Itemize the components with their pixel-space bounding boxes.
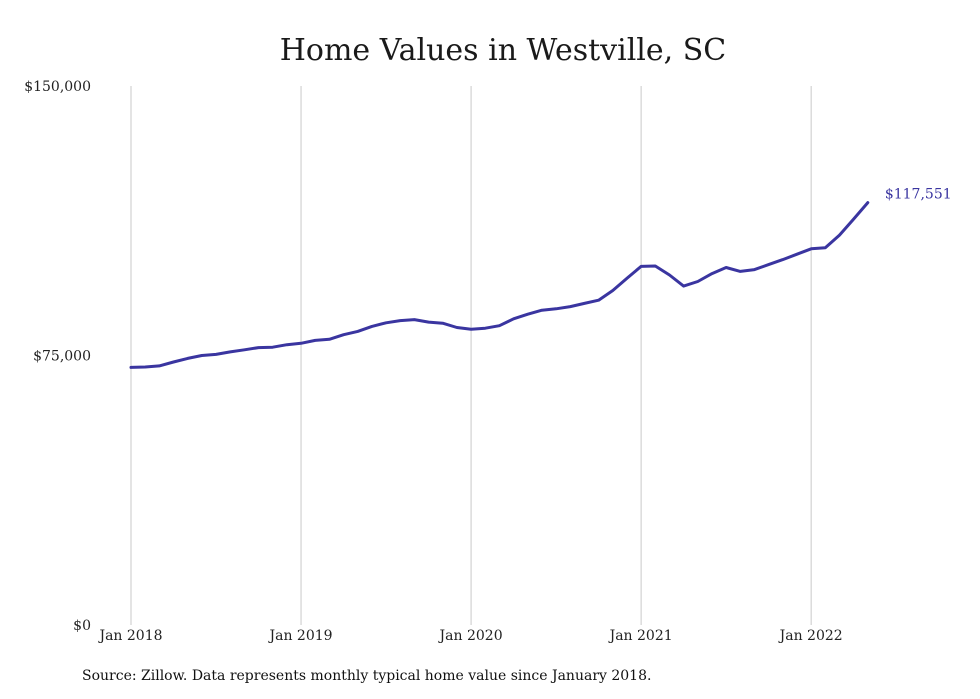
- chart-title: Home Values in Westville, SC: [280, 33, 726, 68]
- y-tick-label: $0: [73, 618, 91, 634]
- y-axis-ticks: $0 $75,000 $150,000: [24, 79, 91, 634]
- end-value-label: $117,551: [885, 187, 952, 203]
- x-axis-ticks: Jan 2018 Jan 2019 Jan 2020 Jan 2021 Jan 2022: [97, 628, 842, 644]
- x-tick-label: Jan 2022: [778, 628, 843, 644]
- x-tick-label: Jan 2018: [97, 628, 162, 644]
- source-note: Source: Zillow. Data represents monthly …: [82, 668, 652, 684]
- x-tick-label: Jan 2021: [608, 628, 673, 644]
- grid-layer: [130, 86, 812, 625]
- x-tick-label: Jan 2019: [268, 628, 333, 644]
- y-tick-label: $150,000: [24, 79, 91, 95]
- series-line: [129, 201, 870, 369]
- y-tick-label: $75,000: [33, 349, 91, 365]
- x-tick-label: Jan 2020: [438, 628, 503, 644]
